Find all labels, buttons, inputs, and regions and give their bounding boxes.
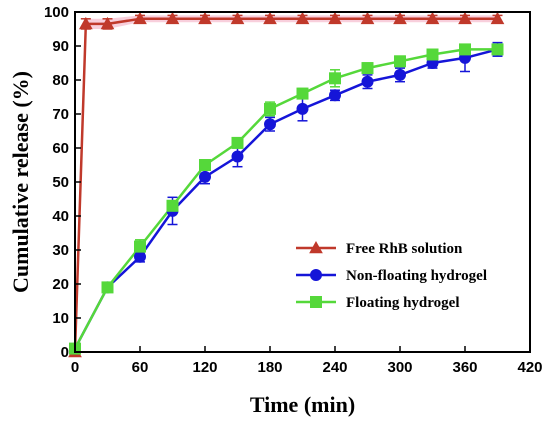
y-tick-label-80: 80 xyxy=(52,72,69,89)
legend-entry-free-rhb-solution: Free RhB solution xyxy=(296,240,463,257)
legend-entry-non-floating-hydrogel: Non-floating hydrogel xyxy=(296,268,487,284)
point-floating-hydrogel-30 xyxy=(101,281,114,294)
x-tick-label-240: 240 xyxy=(322,359,347,376)
point-floating-hydrogel-180 xyxy=(264,102,276,115)
point-free-rhb-solution-330 xyxy=(425,11,440,25)
x-tick-label-60: 60 xyxy=(132,359,149,376)
legend-marker-non-floating-hydrogel xyxy=(310,269,322,281)
y-tick-label-100: 100 xyxy=(44,4,69,21)
point-non-floating-hydrogel-150 xyxy=(231,150,244,163)
legend: Free RhB solution Non-floating hydrogel Fl… xyxy=(296,240,487,311)
point-floating-hydrogel-270 xyxy=(361,62,374,75)
point-non-floating-hydrogel-210 xyxy=(296,102,309,115)
point-non-floating-hydrogel-240 xyxy=(329,89,341,102)
point-floating-hydrogel-360 xyxy=(459,43,471,56)
point-free-rhb-solution-240 xyxy=(328,11,342,25)
point-non-floating-hydrogel-60 xyxy=(134,250,146,263)
point-free-rhb-solution-300 xyxy=(393,11,407,25)
y-tick-label-0: 0 xyxy=(61,344,69,361)
point-free-rhb-solution-210 xyxy=(295,11,310,25)
y-axis-title: Cumulative release (%) xyxy=(8,71,33,293)
x-tick-label-0: 0 xyxy=(71,359,79,376)
legend-marker-free-rhb-solution xyxy=(309,240,323,254)
y-tick-label-90: 90 xyxy=(52,38,69,55)
point-floating-hydrogel-330 xyxy=(426,48,439,61)
x-tick-label-420: 420 xyxy=(517,359,542,376)
point-floating-hydrogel-150 xyxy=(231,136,244,149)
y-tick-label-60: 60 xyxy=(52,140,69,157)
point-floating-hydrogel-210 xyxy=(296,87,309,100)
y-tick-label-20: 20 xyxy=(52,276,69,293)
point-non-floating-hydrogel-180 xyxy=(264,118,276,131)
point-non-floating-hydrogel-300 xyxy=(394,68,406,81)
y-tick-label-30: 30 xyxy=(52,242,69,259)
y-tick-label-70: 70 xyxy=(52,106,69,123)
point-free-rhb-solution-360 xyxy=(458,11,472,25)
x-axis-ticks: 0 60 120 180 240 300 360 420 xyxy=(71,346,543,376)
x-tick-label-360: 360 xyxy=(452,359,477,376)
point-free-rhb-solution-10 xyxy=(78,16,93,30)
legend-marker-floating-hydrogel xyxy=(310,296,322,308)
point-floating-hydrogel-300 xyxy=(394,55,406,68)
point-free-rhb-solution-390 xyxy=(490,11,505,25)
y-axis-ticks: 0 10 20 30 40 50 60 70 80 90 100 xyxy=(44,4,81,361)
point-floating-hydrogel-90 xyxy=(166,199,179,212)
legend-label-free-rhb-solution: Free RhB solution xyxy=(346,241,463,257)
y-tick-label-10: 10 xyxy=(52,310,69,327)
legend-label-non-floating-hydrogel: Non-floating hydrogel xyxy=(346,268,487,284)
point-free-rhb-solution-60 xyxy=(133,11,147,25)
x-tick-label-300: 300 xyxy=(387,359,412,376)
y-tick-label-40: 40 xyxy=(52,208,69,225)
point-floating-hydrogel-240 xyxy=(329,72,341,85)
point-free-rhb-solution-30 xyxy=(100,16,115,30)
point-floating-hydrogel-60 xyxy=(134,240,146,253)
point-free-rhb-solution-150 xyxy=(230,11,245,25)
point-free-rhb-solution-120 xyxy=(198,11,212,25)
legend-label-floating-hydrogel: Floating hydrogel xyxy=(346,295,459,311)
legend-entry-floating-hydrogel: Floating hydrogel xyxy=(296,295,459,311)
point-free-rhb-solution-180 xyxy=(263,11,277,25)
point-floating-hydrogel-390 xyxy=(491,43,504,56)
x-axis-title: Time (min) xyxy=(250,392,355,417)
point-free-rhb-solution-90 xyxy=(165,11,180,25)
point-floating-hydrogel-120 xyxy=(199,159,211,171)
x-tick-label-180: 180 xyxy=(257,359,282,376)
x-tick-label-120: 120 xyxy=(192,359,217,376)
point-free-rhb-solution-270 xyxy=(360,11,375,25)
point-non-floating-hydrogel-120 xyxy=(199,170,211,183)
point-non-floating-hydrogel-270 xyxy=(361,75,374,88)
y-tick-label-50: 50 xyxy=(52,174,69,191)
